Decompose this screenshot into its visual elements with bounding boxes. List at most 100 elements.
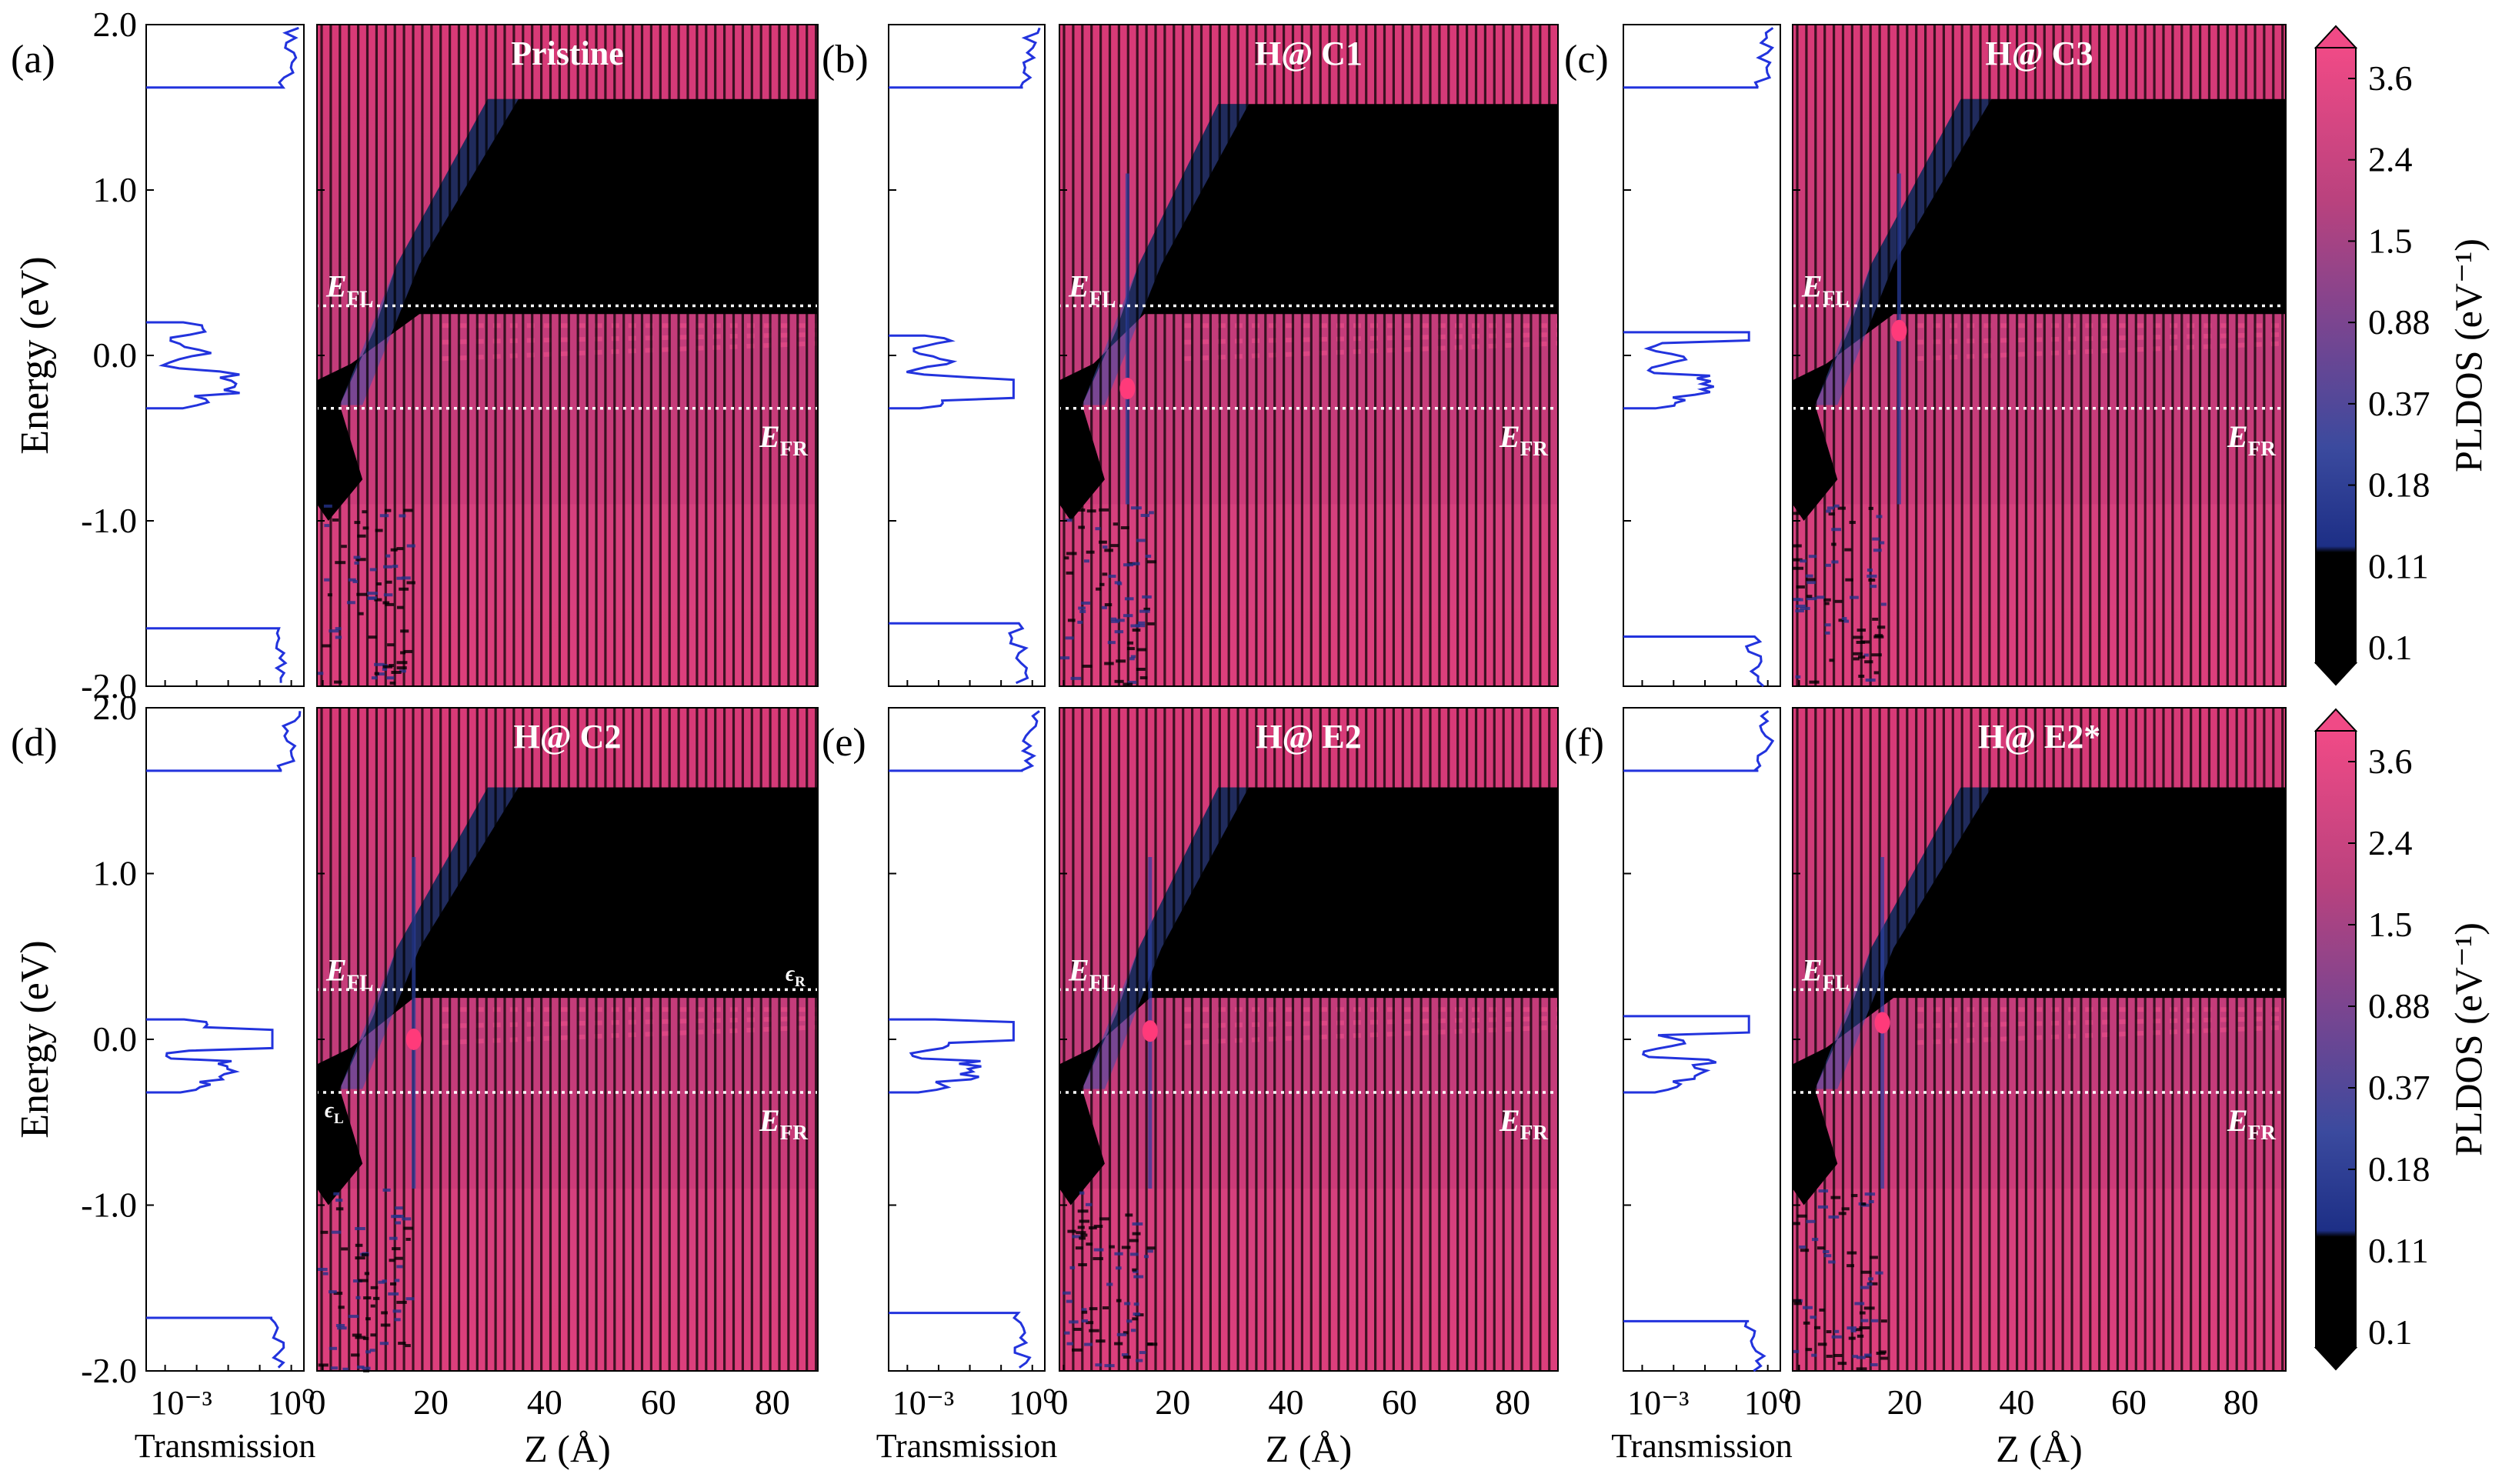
transmission-plot [145, 24, 324, 687]
interface-state [1183, 1015, 1559, 1029]
panel-title: H@ C2 [514, 718, 622, 755]
z-tick-label: 60 [641, 1382, 676, 1422]
energy-tick-label: 2.0 [93, 5, 138, 44]
high-density-band [1059, 1188, 1558, 1371]
transmission-curve-lower [146, 627, 288, 683]
defect-state [1142, 1020, 1158, 1042]
colorbar-tick-label: 3.6 [2368, 742, 2413, 781]
atomic-layer-stripes [1063, 708, 1551, 1371]
efr-label: EFR [2227, 1103, 2276, 1144]
z-tick-label: 80 [755, 1382, 790, 1422]
transmission-axis-label: Transmission [876, 1427, 1058, 1465]
panel-title: H@ E2* [1978, 718, 2101, 755]
eps-l-label: ϵL [325, 1099, 344, 1127]
z-tick-label: 20 [1887, 1382, 1923, 1422]
pldos-colorbar: 3.6 2.4 1.5 0.88 0.37 0.18 0.11 0.1 PLDOS (eV⁻¹) [2314, 25, 2490, 686]
low-density-speckle [1059, 506, 1156, 686]
gap-edge-halo [339, 787, 519, 1089]
colorbar-tick-label: 2.4 [2368, 823, 2413, 862]
transmission-curve-gap [146, 321, 240, 410]
z-tick-label: 80 [2223, 1382, 2259, 1422]
transmission-curve-upper [1623, 27, 1775, 89]
colorbar-label: PLDOS (eV⁻¹) [2447, 238, 2490, 472]
colorbar-tick-label: 0.1 [2368, 1312, 2413, 1352]
z-tick-label: 0 [1784, 1382, 1802, 1422]
transmission-plot [1623, 24, 1800, 688]
colorbar-tick-label: 0.18 [2368, 1149, 2430, 1189]
transmission-curve-gap [889, 334, 1015, 410]
low-density-speckle [317, 1188, 415, 1372]
interface-state [442, 341, 819, 362]
transmission-tick-label: 10⁰ [1009, 1384, 1056, 1422]
z-tick-label: 40 [1269, 1382, 1304, 1422]
transmission-tick-label: 10⁻³ [892, 1384, 954, 1422]
panel-title: Pristine [511, 35, 624, 72]
z-tick-label: 20 [1155, 1382, 1190, 1422]
defect-state [1891, 319, 1907, 342]
transmission-curve-lower [1623, 1319, 1766, 1372]
z-tick-label: 0 [1051, 1382, 1069, 1422]
colorbar-tick-label: 0.18 [2368, 465, 2430, 505]
interface-state [1916, 1025, 2287, 1045]
panel-letter: (f) [1564, 721, 1604, 765]
transmission-curve-gap [146, 1018, 274, 1094]
low-density-speckle [1063, 1191, 1158, 1368]
pldos-heatmap [1059, 25, 1559, 686]
interface-state [442, 1025, 819, 1045]
transmission-curve-upper [889, 27, 1041, 89]
energy-tick-label: 1.0 [93, 854, 138, 893]
panel-c: H@ C3 EFL EFR (c) [1564, 24, 2287, 688]
panel-letter: (c) [1564, 38, 1609, 82]
transmission-plot [888, 24, 1065, 687]
interface-state [1916, 341, 2287, 362]
efr-label: EFR [2227, 419, 2276, 460]
pldos-heatmap [1793, 25, 2287, 686]
interface-state [442, 332, 819, 345]
pldos-heatmap [317, 25, 819, 686]
panel-d: H@ C2 EFL EFR ϵL ϵR 2.0 1.0 0.0 -1.0 -2.0 0 20 40 60 8… [11, 688, 819, 1470]
transmission-curve-upper [146, 711, 302, 772]
colorbar-tick-label: 1.5 [2368, 905, 2413, 944]
panel-a: Pristine EFL EFR 2.0 1.0 0.0 -1.0 -2.0 (a) Energy… [11, 5, 819, 705]
high-density-band [1793, 504, 2286, 686]
panel-letter: (d) [11, 721, 58, 765]
energy-tick-label: 2.0 [93, 688, 138, 727]
transmission-tick-label: 10⁻³ [1627, 1384, 1689, 1422]
defect-state [1119, 378, 1136, 399]
colorbar-tick-label: 2.4 [2368, 140, 2413, 179]
gap-edge-halo [1815, 98, 1992, 405]
transmission-tick-label: 10⁻³ [150, 1384, 212, 1422]
low-density-speckle [317, 504, 415, 685]
energy-tick-label: 1.0 [93, 170, 138, 209]
z-axis-label: Z (Å) [1996, 1427, 2082, 1470]
transmission-curve-gap [1623, 1015, 1750, 1094]
efr-label: EFR [759, 419, 808, 460]
efl-label: EFL [1068, 269, 1116, 310]
transmission-curve-gap [889, 1018, 1015, 1094]
transmission-curve-lower [889, 622, 1029, 685]
efl-label: EFL [325, 269, 373, 310]
z-tick-label: 40 [1999, 1382, 2034, 1422]
z-tick-label: 60 [2111, 1382, 2147, 1422]
panel-title: H@ C3 [1986, 35, 2093, 72]
z-axis-label: Z (Å) [524, 1427, 610, 1470]
efl-label: EFL [1068, 952, 1116, 993]
panel-title: H@ E2 [1256, 718, 1362, 755]
colorbar-tick-label: 0.88 [2368, 986, 2430, 1025]
low-density-speckle [1793, 1189, 1888, 1371]
energy-tick-label: -1.0 [81, 501, 137, 540]
eps-r-label: ϵR [786, 962, 806, 990]
high-density-band [1793, 1188, 2286, 1371]
transmission-tick-label: 10⁰ [268, 1384, 315, 1422]
interface-state [1916, 332, 2287, 345]
colorbar-tick-label: 1.5 [2368, 221, 2413, 260]
efl-label: EFL [325, 952, 373, 993]
transmission-tick-label: 10⁰ [1744, 1384, 1792, 1422]
transmission-curve-upper [146, 26, 299, 89]
z-tick-label: 40 [527, 1382, 562, 1422]
panel-title: H@ C1 [1255, 35, 1363, 72]
panel-f: H@ E2* EFL EFR 0 20 40 60 80 10⁻³ 10⁰ Z (Å) Transmi… [1564, 707, 2287, 1470]
transmission-axis-label: Transmission [135, 1427, 316, 1465]
transmission-curve-lower [889, 1312, 1032, 1369]
